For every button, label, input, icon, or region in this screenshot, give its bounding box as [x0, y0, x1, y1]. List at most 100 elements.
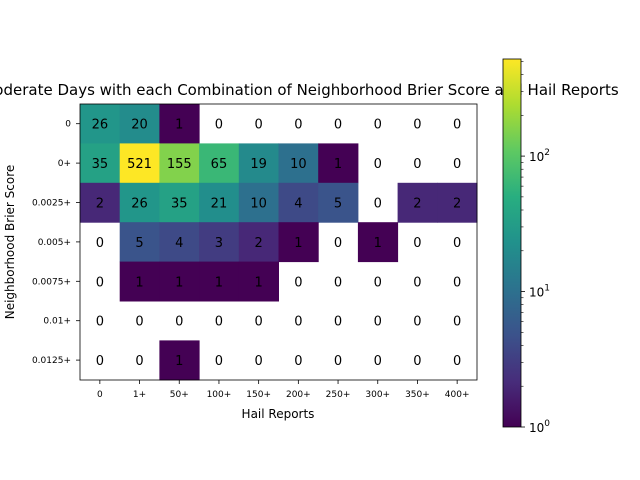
cell-value-label: 0: [175, 315, 183, 330]
cell-value-label: 0: [334, 118, 342, 133]
x-tick-label: 50+: [170, 390, 189, 400]
heatmap-cell: [80, 104, 121, 144]
cell-value-label: 0: [334, 315, 342, 330]
cell-value-label: 35: [171, 197, 188, 212]
cell-value-label: 0: [453, 275, 461, 290]
heatmap-cell: [119, 222, 160, 263]
cell-value-label: 0: [413, 315, 421, 330]
cell-value-label: 0: [255, 315, 263, 330]
heatmap-cell: [199, 143, 240, 184]
cell-value-label: 0: [294, 354, 302, 369]
y-tick-label: 0.0025+: [32, 199, 71, 209]
cell-value-label: 0: [215, 315, 223, 330]
cell-value-label: 0: [453, 236, 461, 251]
cell-value-label: 1: [175, 118, 183, 133]
x-axis: 0 1+ 50+ 100+ 150+ 200+ 250+ 300+ 350+ 400+: [97, 380, 470, 400]
colorbar-tick-label: 102: [529, 148, 550, 164]
cell-value-label: 0: [374, 275, 382, 290]
heatmap-cell: [238, 182, 279, 223]
cell-value-label: 2: [453, 197, 461, 212]
cell-value-label: 26: [92, 118, 109, 133]
heatmap-cell: [278, 182, 319, 223]
colorbar-axis: 100 101 102: [521, 61, 550, 435]
y-axis: 0 0+ 0.0025+ 0.005+ 0.0075+ 0.01+ 0.0125+: [32, 120, 80, 366]
cell-value-label: 20: [131, 118, 148, 133]
cell-value-label: 0: [413, 354, 421, 369]
chart-title: Moderate Days with each Combination of N…: [0, 81, 619, 99]
heatmap-cell: [119, 261, 160, 302]
cell-value-label: 0: [374, 354, 382, 369]
cell-value-label: 0: [135, 354, 143, 369]
cell-value-label: 5: [135, 236, 143, 251]
heatmap-cell: [238, 143, 279, 184]
heatmap-cell: [278, 222, 319, 263]
heatmap-cell: [318, 182, 359, 223]
cell-value-label: 0: [96, 315, 104, 330]
heatmap-cell: [238, 261, 279, 302]
cell-value-label: 0: [96, 236, 104, 251]
cell-value-label: 1: [215, 275, 223, 290]
cell-value-label: 10: [290, 157, 307, 172]
colorbar: [502, 58, 522, 428]
cell-value-label: 0: [96, 354, 104, 369]
cell-value-label: 0: [453, 315, 461, 330]
cell-value-label: 4: [175, 236, 183, 251]
x-axis-label: Hail Reports: [242, 407, 315, 421]
cell-value-label: 0: [215, 118, 223, 133]
heatmap-cell: [80, 143, 121, 184]
x-tick-label: 350+: [405, 390, 430, 400]
cell-value-label: 0: [294, 118, 302, 133]
cell-value-label: 0: [374, 157, 382, 172]
x-tick-label: 150+: [246, 390, 271, 400]
cell-value-label: 35: [92, 157, 109, 172]
heatmap-cell: [119, 182, 160, 223]
cell-value-label: 1: [374, 236, 382, 251]
cell-value-label: 26: [131, 197, 148, 212]
cell-value-label: 1: [294, 236, 302, 251]
cell-value-label: 1: [334, 157, 342, 172]
heatmap-cell: [278, 143, 319, 184]
cell-value-label: 0: [374, 197, 382, 212]
y-tick-label: 0+: [58, 159, 71, 169]
cell-value-label: 0: [413, 157, 421, 172]
cell-value-label: 155: [167, 157, 192, 172]
x-tick-label: 200+: [286, 390, 311, 400]
heatmap-cells: 26 20 1 0 0 0 0 0 0 035 521 155 65 19 10 1 0 0 02 26 35 21 10 4…: [80, 104, 478, 381]
cell-value-label: 3: [215, 236, 223, 251]
cell-value-label: 4: [294, 197, 302, 212]
heatmap-cell: [159, 222, 200, 263]
cell-value-label: 0: [255, 354, 263, 369]
heatmap-cell: [119, 104, 160, 144]
heatmap-cell: [80, 182, 121, 223]
heatmap-cell: [159, 104, 200, 144]
y-tick-label: 0: [65, 120, 71, 130]
cell-value-label: 0: [453, 157, 461, 172]
heatmap-cell: [238, 222, 279, 263]
cell-value-label: 0: [334, 275, 342, 290]
cell-value-label: 19: [250, 157, 267, 172]
cell-value-label: 0: [334, 236, 342, 251]
heatmap-cell: [199, 261, 240, 302]
colorbar-tick-label: 100: [529, 419, 550, 435]
heatmap-cell: [159, 261, 200, 302]
cell-value-label: 0: [453, 354, 461, 369]
cell-value-label: 0: [334, 354, 342, 369]
x-tick-label: 100+: [207, 390, 232, 400]
cell-value-label: 2: [413, 197, 421, 212]
cell-value-label: 1: [255, 275, 263, 290]
x-tick-label: 300+: [365, 390, 390, 400]
heatmap-cell: [119, 143, 160, 184]
cell-value-label: 0: [374, 315, 382, 330]
x-tick-label: 1+: [133, 390, 146, 400]
cell-value-label: 10: [250, 197, 267, 212]
colorbar-tick-label: 101: [529, 284, 550, 300]
heatmap-cell: [318, 143, 359, 184]
cell-value-label: 0: [453, 118, 461, 133]
heatmap-cell: [199, 182, 240, 223]
cell-value-label: 0: [413, 236, 421, 251]
x-tick-label: 0: [97, 390, 103, 400]
cell-value-label: 0: [135, 315, 143, 330]
heatmap-cell: [159, 143, 200, 184]
cell-value-label: 0: [294, 275, 302, 290]
